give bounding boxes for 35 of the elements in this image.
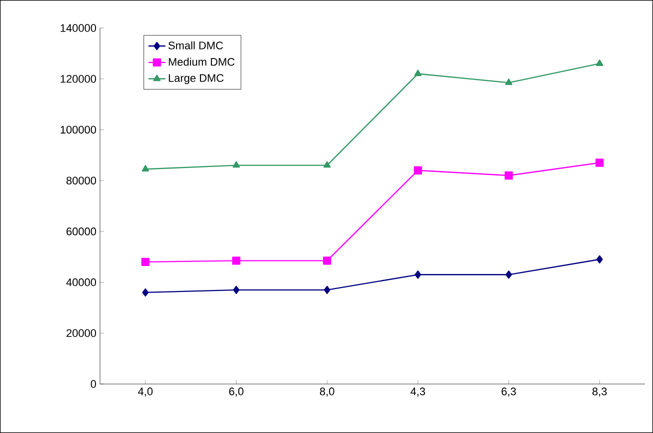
y-tick-label: 40000 bbox=[66, 278, 96, 286]
legend-label: Small DMC bbox=[168, 41, 223, 50]
point bbox=[141, 258, 150, 266]
point bbox=[142, 288, 149, 297]
point bbox=[323, 256, 332, 265]
point bbox=[414, 166, 422, 174]
point bbox=[323, 161, 331, 168]
point bbox=[414, 70, 422, 76]
x-tick-label: 4,0 bbox=[138, 388, 153, 397]
legend-label: Large DMC bbox=[168, 74, 224, 84]
x-tick-label: 8,0 bbox=[320, 388, 334, 397]
point bbox=[505, 78, 512, 86]
point bbox=[232, 161, 240, 168]
point bbox=[506, 270, 512, 279]
point bbox=[596, 255, 603, 264]
x-tick-label: 4,3 bbox=[410, 388, 426, 397]
point bbox=[324, 286, 330, 294]
y-tick-label: 120000 bbox=[60, 74, 96, 83]
y-tick-label: 100000 bbox=[60, 126, 96, 134]
point bbox=[233, 286, 240, 294]
y-tick-label: 0 bbox=[90, 380, 96, 388]
x-tick-label: 6,3 bbox=[502, 388, 516, 397]
point bbox=[504, 171, 513, 180]
x-tick-label: 8,3 bbox=[592, 388, 607, 397]
legend-label: Medium DMC bbox=[168, 58, 235, 66]
y-tick-label: 140000 bbox=[60, 24, 96, 32]
point bbox=[596, 60, 604, 66]
point bbox=[142, 165, 150, 172]
point bbox=[596, 158, 604, 167]
x-tick-label: 6,0 bbox=[229, 388, 244, 397]
point bbox=[232, 256, 240, 265]
y-tick-label: 80000 bbox=[66, 176, 96, 184]
y-tick-label: 60000 bbox=[66, 228, 96, 236]
point bbox=[414, 270, 422, 279]
y-tick-label: 20000 bbox=[66, 329, 96, 338]
